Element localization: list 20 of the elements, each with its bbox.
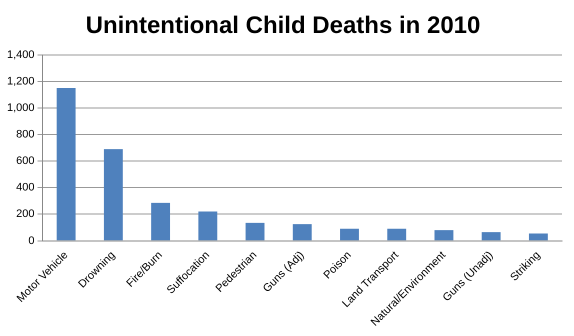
- bar: [340, 228, 359, 240]
- bar: [56, 88, 76, 240]
- bar: [434, 230, 454, 240]
- bar: [387, 228, 406, 240]
- bar: [198, 212, 218, 240]
- y-tick-label: 0: [28, 234, 35, 247]
- bar: [151, 202, 170, 240]
- y-tick-label: 400: [16, 182, 35, 194]
- y-tick-label: 200: [16, 208, 35, 220]
- bar: [246, 222, 264, 240]
- bar: [482, 232, 501, 240]
- bar: [104, 149, 123, 240]
- bar: [528, 233, 548, 240]
- y-tick-label: 1,000: [6, 102, 35, 114]
- chart-title: Unintentional Child Deaths in 2010: [86, 12, 480, 40]
- y-tick-label: 1,200: [6, 75, 35, 88]
- y-tick-label: 800: [16, 128, 35, 141]
- bar: [292, 224, 312, 240]
- y-tick-label: 1,400: [6, 48, 35, 61]
- y-tick-label: 600: [16, 155, 35, 168]
